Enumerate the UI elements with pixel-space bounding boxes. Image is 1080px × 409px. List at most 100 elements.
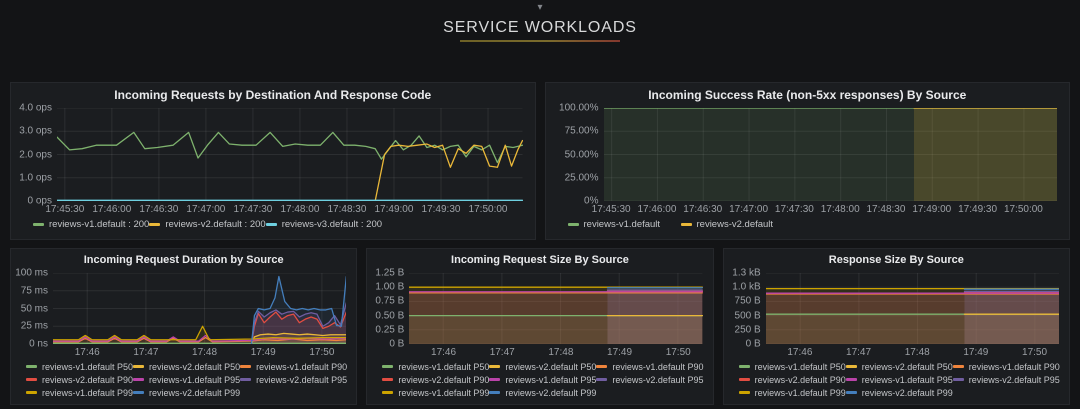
- legend-item[interactable]: reviews-v1.default P99: [739, 386, 846, 399]
- panel-row-top: Incoming Requests by Destination And Res…: [0, 82, 1080, 240]
- legend-series-color-dash-icon: [133, 378, 144, 381]
- legend-series-color-dash-icon: [739, 365, 750, 368]
- request-size-plot: 1.25 B1.00 B0.75 B0.50 B0.25 B0 B17:4617…: [409, 273, 702, 344]
- legend-item[interactable]: reviews-v2.default P95: [240, 373, 347, 386]
- x-axis-tick-label: 17:49: [607, 347, 632, 358]
- legend-series-label: reviews-v1.default P50: [755, 362, 846, 372]
- legend-series-color-dash-icon: [596, 378, 607, 381]
- legend-series-label: reviews-v1.default P95: [862, 375, 953, 385]
- panel-title[interactable]: Incoming Request Size By Source: [367, 249, 712, 268]
- legend-item[interactable]: reviews-v1.default P95: [489, 373, 596, 386]
- legend-item[interactable]: reviews-v1.default P50: [26, 360, 133, 373]
- x-axis-tick-label: 17:50: [1022, 347, 1047, 358]
- y-axis-tick-label: 500 B: [735, 310, 761, 321]
- legend-series-label: reviews-v2.default: [697, 219, 774, 230]
- success-rate-plot: 100.00%75.00%50.00%25.00%0%17:45:3017:46…: [604, 108, 1058, 201]
- legend-item[interactable]: reviews-v2.default P99: [846, 386, 953, 399]
- legend-item[interactable]: reviews-v1.default: [568, 218, 681, 231]
- legend-series-label: reviews-v1.default P90: [612, 362, 703, 372]
- legend-item[interactable]: reviews-v1.default P95: [133, 373, 240, 386]
- x-axis-tick-label: 17:47: [846, 347, 871, 358]
- dashboard-row-header: ▾ SERVICE WORKLOADS: [0, 0, 1080, 53]
- x-axis-tick-label: 17:47:30: [775, 204, 814, 215]
- legend-item[interactable]: reviews-v2.default P90: [739, 373, 846, 386]
- y-axis-tick-label: 50 ms: [21, 303, 48, 314]
- legend-series-label: reviews-v1.default P99: [755, 388, 846, 398]
- x-axis-tick-label: 17:48:00: [280, 204, 319, 215]
- y-axis-tick-label: 1.0 kB: [732, 282, 760, 293]
- legend-series-label: reviews-v2.default P90: [755, 375, 846, 385]
- chart-canvas[interactable]: [53, 273, 346, 344]
- legend-item[interactable]: reviews-v2.default P50: [489, 360, 596, 373]
- legend-item[interactable]: reviews-v1.default : 200: [33, 218, 149, 231]
- section-title[interactable]: SERVICE WORKLOADS: [443, 19, 637, 37]
- legend-item[interactable]: reviews-v2.default : 200: [149, 218, 265, 231]
- legend-series-color-dash-icon: [240, 378, 251, 381]
- legend-series-color-dash-icon: [846, 391, 857, 394]
- legend-series-color-dash-icon: [953, 365, 964, 368]
- legend-item[interactable]: reviews-v3.default : 200: [266, 218, 382, 231]
- x-axis-tick-label: 17:45:30: [45, 204, 84, 215]
- grafana-dashboard: ▾ SERVICE WORKLOADS Incoming Requests by…: [0, 0, 1080, 409]
- legend-item[interactable]: reviews-v2.default P99: [489, 386, 596, 399]
- chart-canvas[interactable]: [409, 273, 702, 344]
- chart-canvas[interactable]: [604, 108, 1058, 201]
- y-axis-tick-label: 250 B: [735, 324, 761, 335]
- y-axis-tick-label: 25.00%: [565, 172, 599, 183]
- legend-item[interactable]: reviews-v1.default P50: [382, 360, 489, 373]
- y-axis-tick-label: 75.00%: [565, 126, 599, 137]
- panel-title[interactable]: Incoming Request Duration by Source: [11, 249, 356, 268]
- x-axis-tick-label: 17:47:00: [729, 204, 768, 215]
- legend-series-color-dash-icon: [149, 223, 160, 226]
- panel-response-size: Response Size By Source 1.3 kB1.0 kB750 …: [723, 248, 1070, 405]
- chart-canvas[interactable]: [766, 273, 1059, 344]
- x-axis-tick-label: 17:46: [431, 347, 456, 358]
- legend-series-color-dash-icon: [33, 223, 44, 226]
- legend-item[interactable]: reviews-v2.default P95: [953, 373, 1060, 386]
- y-axis-tick-label: 1.25 B: [375, 268, 404, 279]
- legend-item[interactable]: reviews-v1.default P99: [382, 386, 489, 399]
- legend-series-color-dash-icon: [846, 378, 857, 381]
- legend-item[interactable]: reviews-v1.default P90: [240, 360, 347, 373]
- legend-item[interactable]: reviews-v2.default P50: [846, 360, 953, 373]
- legend-series-color-dash-icon: [382, 391, 393, 394]
- panel-request-size: Incoming Request Size By Source 1.25 B1.…: [366, 248, 713, 405]
- y-axis-tick-label: 3.0 ops: [19, 126, 52, 137]
- x-axis-tick-label: 17:47:30: [233, 204, 272, 215]
- legend-series-label: reviews-v1.default P90: [969, 362, 1060, 372]
- legend-series-label: reviews-v2.default P95: [612, 375, 703, 385]
- legend-item[interactable]: reviews-v2.default P99: [133, 386, 240, 399]
- x-axis-tick-label: 17:47: [133, 347, 158, 358]
- legend-series-label: reviews-v1.default P50: [42, 362, 133, 372]
- panel-incoming-requests: Incoming Requests by Destination And Res…: [10, 82, 536, 240]
- x-axis-tick-label: 17:49:30: [958, 204, 997, 215]
- requests-plot: 4.0 ops3.0 ops2.0 ops1.0 ops0 ops17:45:3…: [57, 108, 523, 201]
- legend-series-label: reviews-v2.default P95: [969, 375, 1060, 385]
- panel-title[interactable]: Incoming Requests by Destination And Res…: [11, 83, 535, 103]
- x-axis-tick-label: 17:48: [548, 347, 573, 358]
- chart-canvas[interactable]: [57, 108, 523, 201]
- legend-series-label: reviews-v2.default P50: [149, 362, 240, 372]
- legend-item[interactable]: reviews-v1.default P90: [596, 360, 703, 373]
- legend-item[interactable]: reviews-v1.default P95: [846, 373, 953, 386]
- duration-legend: reviews-v1.default P50reviews-v2.default…: [11, 359, 356, 404]
- legend-item[interactable]: reviews-v2.default P90: [382, 373, 489, 386]
- legend-series-color-dash-icon: [26, 391, 37, 394]
- legend-item[interactable]: reviews-v2.default P95: [596, 373, 703, 386]
- legend-item[interactable]: reviews-v1.default P90: [953, 360, 1060, 373]
- row-collapse-chevron-icon[interactable]: ▾: [0, 3, 1080, 13]
- x-axis-tick-label: 17:45:30: [592, 204, 631, 215]
- legend-item[interactable]: reviews-v1.default P99: [26, 386, 133, 399]
- legend-item[interactable]: reviews-v1.default P50: [739, 360, 846, 373]
- legend-item[interactable]: reviews-v2.default P50: [133, 360, 240, 373]
- legend-series-color-dash-icon: [953, 378, 964, 381]
- panel-title[interactable]: Response Size By Source: [724, 249, 1069, 268]
- y-axis-tick-label: 0.25 B: [375, 324, 404, 335]
- panel-title[interactable]: Incoming Success Rate (non-5xx responses…: [546, 83, 1070, 103]
- y-axis-tick-label: 1.3 kB: [732, 268, 760, 279]
- legend-series-label: reviews-v2.default P50: [505, 362, 596, 372]
- x-axis-tick-label: 17:50:00: [1004, 204, 1043, 215]
- legend-item[interactable]: reviews-v2.default: [681, 218, 794, 231]
- x-axis-tick-label: 17:46:30: [139, 204, 178, 215]
- legend-item[interactable]: reviews-v2.default P90: [26, 373, 133, 386]
